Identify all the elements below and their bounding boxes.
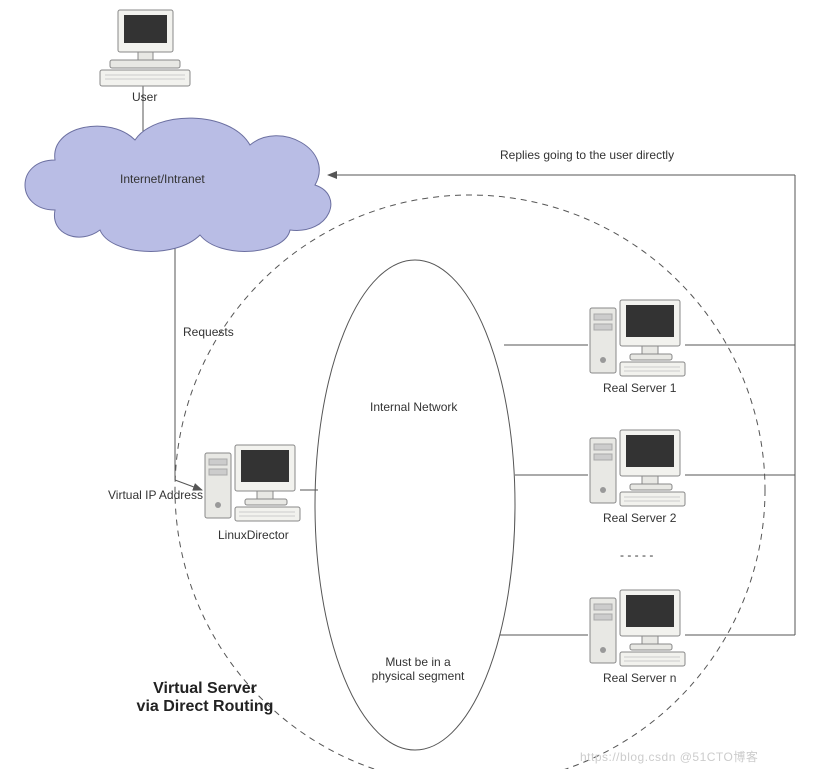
rsn-computer-icon — [590, 590, 685, 666]
cloud-label: Internet/Intranet — [120, 172, 205, 186]
director-label: LinuxDirector — [218, 528, 289, 542]
rsn-label: Real Server n — [603, 671, 676, 685]
replies-label: Replies going to the user directly — [500, 148, 674, 162]
user-label: User — [132, 90, 157, 104]
rs2-label: Real Server 2 — [603, 511, 676, 525]
title-line-2: via Direct Routing — [115, 698, 295, 716]
diagram-canvas — [0, 0, 829, 769]
requests-label: Requests — [183, 325, 234, 339]
rs1-label: Real Server 1 — [603, 381, 676, 395]
rs2-computer-icon — [590, 430, 685, 506]
internal-net-label: Internal Network — [370, 400, 457, 414]
watermark-text: https://blog.csdn @51CTO博客 — [580, 748, 758, 765]
vip-label: Virtual IP Address — [108, 488, 203, 502]
user-computer-icon — [100, 10, 190, 86]
ellipsis-label: - - - - - — [620, 548, 653, 562]
segment-note-line1: Must be in aphysical segment — [372, 655, 465, 683]
segment-note-label: Must be in aphysical segment — [358, 655, 478, 683]
rs1-computer-icon — [590, 300, 685, 376]
director-computer-icon — [205, 445, 300, 521]
diagram-title: Virtual Server via Direct Routing — [115, 680, 295, 716]
title-line-1: Virtual Server — [115, 680, 295, 698]
